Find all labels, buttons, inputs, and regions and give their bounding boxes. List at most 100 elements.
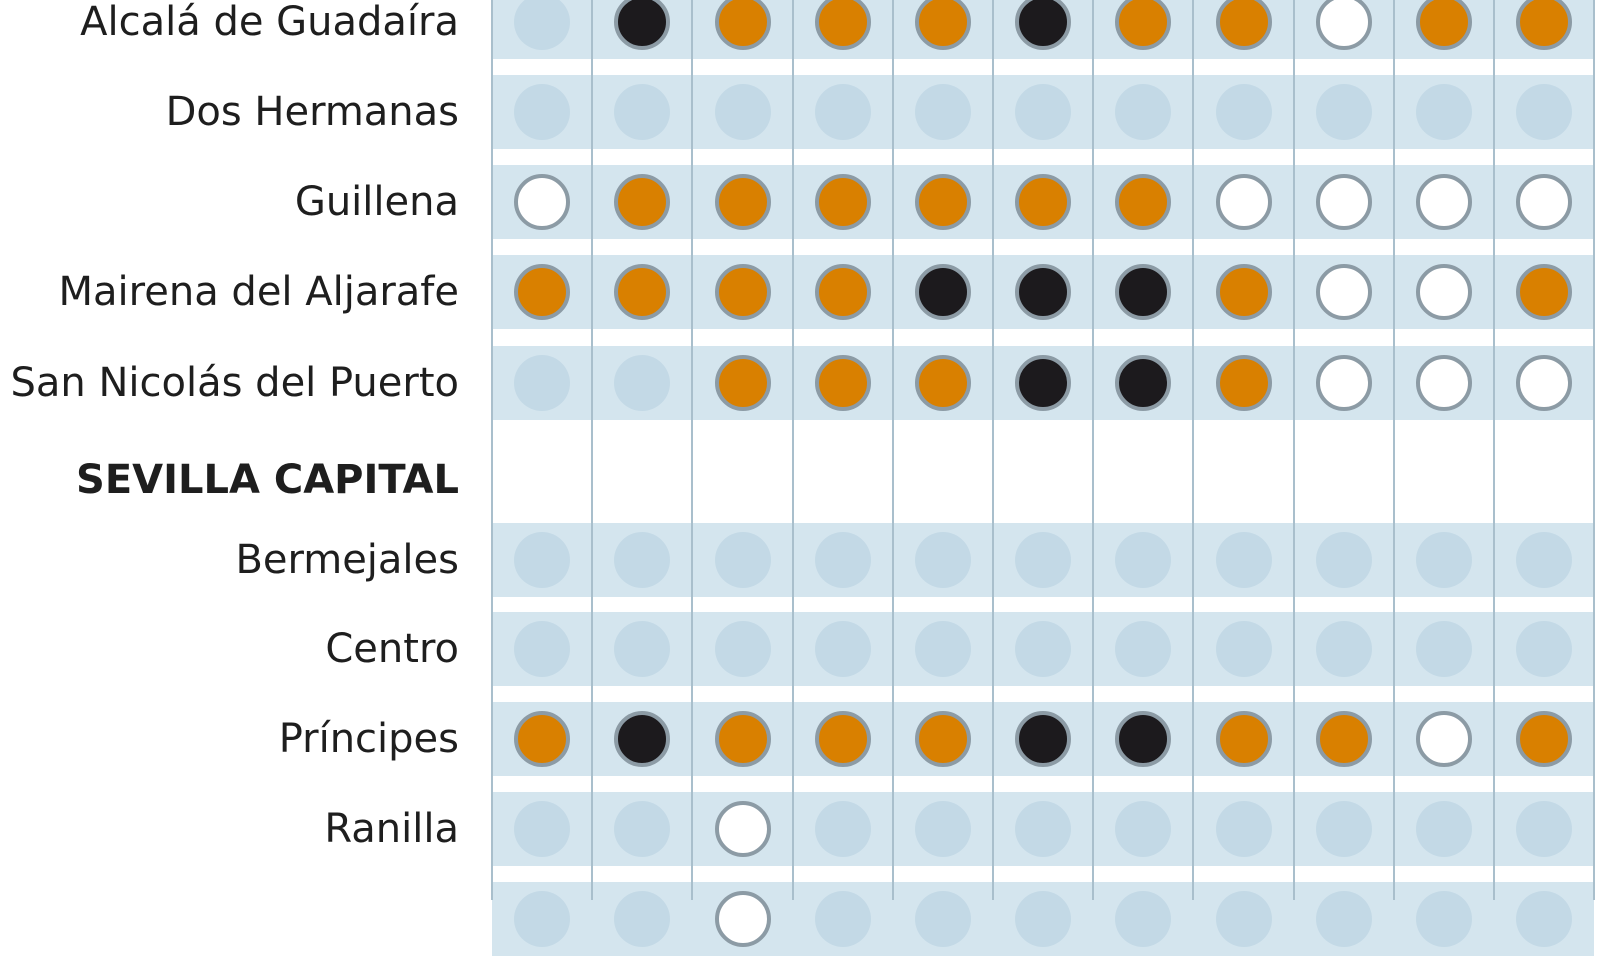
dot-empty <box>1215 532 1272 588</box>
dot-empty <box>1015 621 1072 677</box>
dot-empty <box>614 891 671 947</box>
dot-empty <box>1415 801 1472 857</box>
dot-orange <box>814 0 871 50</box>
column-divider <box>1593 0 1596 900</box>
dot-empty <box>514 355 571 411</box>
dot-white <box>1315 0 1372 50</box>
dot-empty <box>614 621 671 677</box>
dot-orange <box>1315 711 1372 767</box>
dot-white <box>1415 711 1472 767</box>
dot-white <box>1415 355 1472 411</box>
dot-empty <box>1215 801 1272 857</box>
row-label: San Nicolás del Puerto <box>10 360 459 406</box>
dot-empty <box>814 801 871 857</box>
dot-white <box>714 891 771 947</box>
dot-white <box>514 174 571 230</box>
column-divider <box>791 0 794 900</box>
dot-orange <box>914 711 971 767</box>
dot-empty <box>1215 84 1272 140</box>
dot-white <box>714 801 771 857</box>
dot-orange <box>714 174 771 230</box>
dot-empty <box>614 532 671 588</box>
dot-orange <box>1115 0 1172 50</box>
column-divider <box>1092 0 1095 900</box>
column-divider <box>992 0 994 900</box>
dot-orange <box>914 0 971 50</box>
dot-empty <box>1315 801 1372 857</box>
dot-white <box>1516 174 1573 230</box>
dot-orange <box>914 174 971 230</box>
dot-empty <box>914 891 971 947</box>
dot-orange <box>914 355 971 411</box>
dot-white <box>1315 264 1372 320</box>
row-label: Príncipes <box>278 716 459 762</box>
dot-orange <box>1215 711 1272 767</box>
dot-empty <box>714 532 771 588</box>
dot-orange <box>614 174 671 230</box>
dot-orange <box>714 0 771 50</box>
dot-empty <box>1516 891 1573 947</box>
dot-empty <box>1516 84 1573 140</box>
dot-empty <box>1115 801 1172 857</box>
dot-black <box>1015 264 1072 320</box>
dot-empty <box>914 621 971 677</box>
dot-black <box>614 711 671 767</box>
dot-orange <box>1215 264 1272 320</box>
dot-empty <box>1115 84 1172 140</box>
dot-black <box>914 264 971 320</box>
dot-empty <box>914 84 971 140</box>
column-divider <box>491 0 493 900</box>
dot-empty <box>814 84 871 140</box>
row-label: Guillena <box>294 179 459 225</box>
dot-orange <box>814 355 871 411</box>
dot-empty <box>714 621 771 677</box>
dot-orange <box>1215 355 1272 411</box>
dot-orange <box>714 355 771 411</box>
dot-empty <box>1315 621 1372 677</box>
column-divider <box>1392 0 1395 900</box>
dot-orange <box>1516 0 1573 50</box>
dot-empty <box>614 355 671 411</box>
row-label: Mairena del Aljarafe <box>58 269 459 315</box>
dot-black <box>1115 264 1172 320</box>
dot-white <box>1315 174 1372 230</box>
row-label: Centro <box>325 626 459 672</box>
row-label: Ranilla <box>324 806 459 852</box>
column-divider <box>1192 0 1195 900</box>
dot-empty <box>1415 532 1472 588</box>
dot-empty <box>1115 621 1172 677</box>
dot-orange <box>814 174 871 230</box>
dot-empty <box>1315 84 1372 140</box>
dot-orange <box>1516 711 1573 767</box>
dot-empty <box>1415 621 1472 677</box>
dot-empty <box>1015 84 1072 140</box>
dot-empty <box>1015 532 1072 588</box>
dot-empty <box>514 891 571 947</box>
dot-empty <box>514 0 571 50</box>
dot-empty <box>814 891 871 947</box>
dot-empty <box>614 84 671 140</box>
column-divider <box>691 0 694 900</box>
column-divider <box>591 0 594 900</box>
dot-empty <box>514 84 571 140</box>
dot-black <box>1015 711 1072 767</box>
column-divider <box>1493 0 1495 900</box>
dot-black <box>1115 711 1172 767</box>
dot-matrix-chart: Alcalá de Guadaíra Dos Hermanas Guillena Ma… <box>10 0 1596 956</box>
dot-white <box>1315 355 1372 411</box>
column-divider <box>891 0 894 900</box>
section-header: SEVILLA CAPITAL <box>76 457 459 503</box>
dot-orange <box>714 264 771 320</box>
dot-empty <box>1415 84 1472 140</box>
dot-empty <box>514 621 571 677</box>
dot-black <box>1015 0 1072 50</box>
dot-white <box>1415 264 1472 320</box>
dot-orange <box>1115 174 1172 230</box>
row-label: Alcalá de Guadaíra <box>80 0 459 45</box>
dot-empty <box>1315 891 1372 947</box>
dot-orange <box>1516 264 1573 320</box>
dot-orange <box>814 264 871 320</box>
dot-empty <box>1015 801 1072 857</box>
dot-white <box>1415 174 1472 230</box>
dot-orange <box>814 711 871 767</box>
